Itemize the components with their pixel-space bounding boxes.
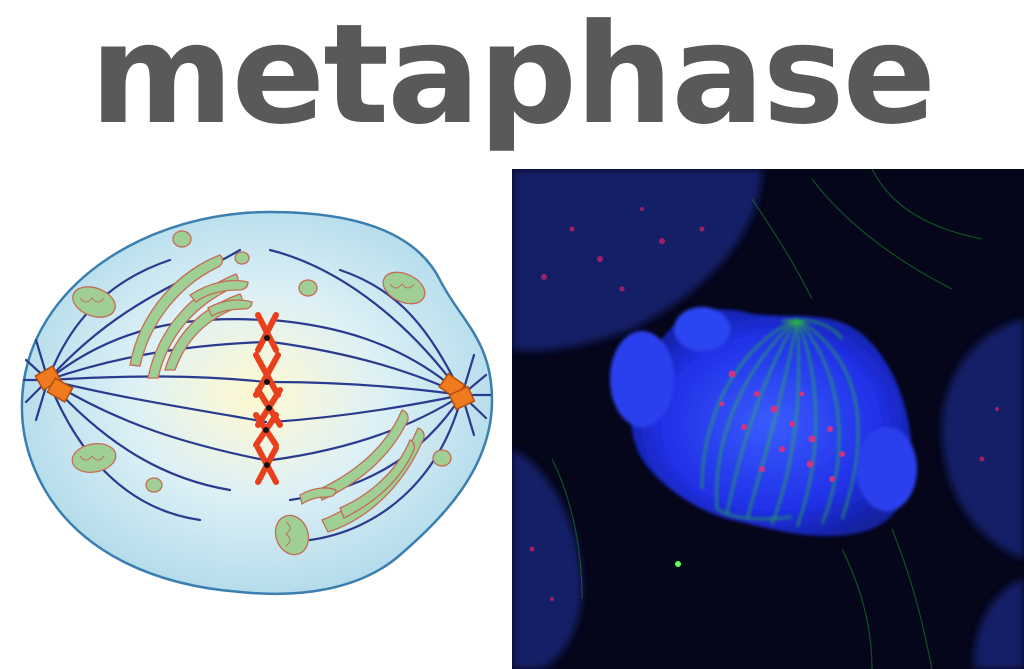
metaphase-chromatin (610, 307, 917, 537)
kinetochores (263, 335, 272, 468)
mitotic-spindle (701, 318, 859, 528)
organelles (71, 230, 452, 556)
mitochondria-cristae (79, 283, 415, 547)
neighbor-nuclei (512, 169, 1024, 669)
background-microtubules (551, 169, 983, 669)
neighbor-red-spots (529, 207, 999, 601)
fluorescence-micrograph (512, 169, 1024, 669)
metaphase-diagram (0, 190, 512, 610)
page-title: metaphase (89, 0, 936, 155)
centrosomes (34, 365, 476, 411)
kinetochore-spots (719, 370, 845, 482)
bright-green-dot (675, 561, 681, 567)
